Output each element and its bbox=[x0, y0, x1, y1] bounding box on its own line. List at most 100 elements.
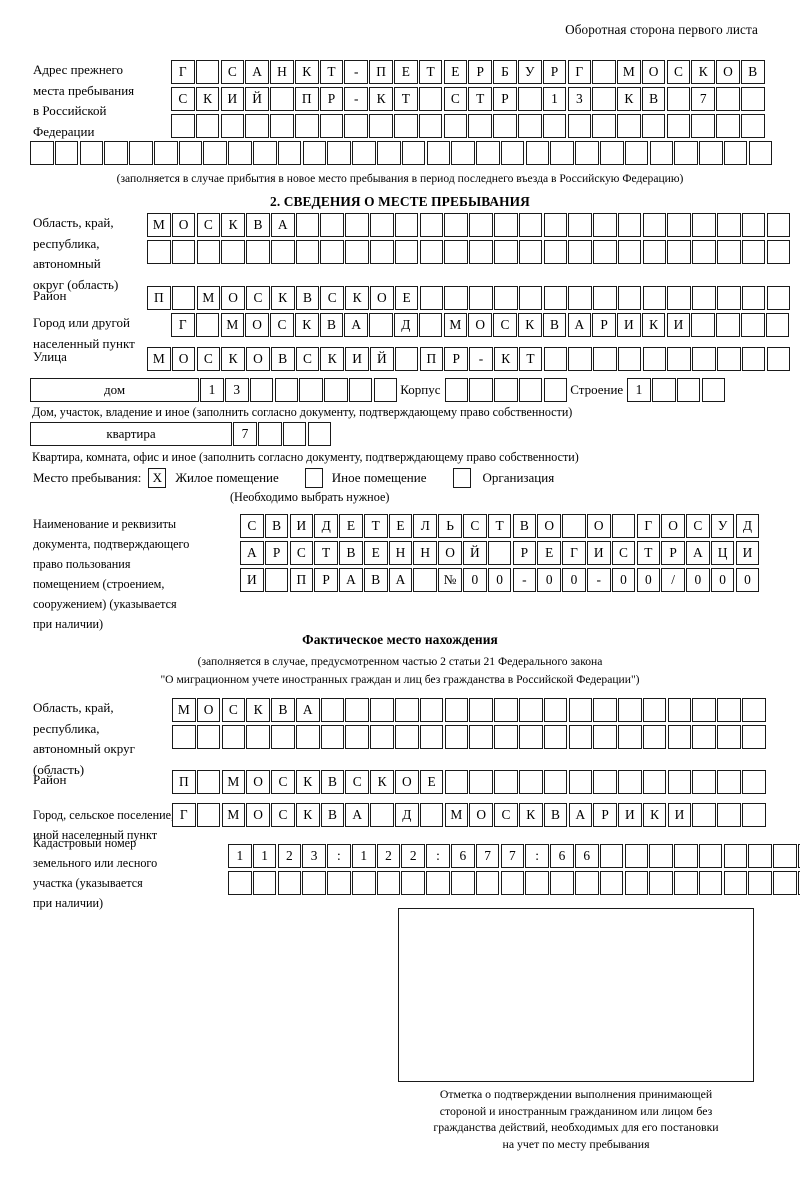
prev-addr-cell-16[interactable] bbox=[542, 114, 567, 138]
flat-cells[interactable]: 7 bbox=[233, 422, 332, 446]
prev-addr-cell-22[interactable]: 7 bbox=[691, 87, 715, 111]
prev-addr-cell-8[interactable] bbox=[344, 114, 369, 138]
district-cell-11[interactable]: Е bbox=[394, 286, 419, 310]
doc-cell-20[interactable]: У bbox=[710, 514, 735, 538]
prev-addr-cell-16[interactable]: Р bbox=[542, 60, 567, 84]
prev-addr-cell-12[interactable]: Е bbox=[443, 60, 468, 84]
prev-addr-cell-4[interactable] bbox=[245, 114, 269, 138]
prev-addr-cell-7[interactable]: Т bbox=[319, 60, 344, 84]
actual-city-cell-19[interactable]: И bbox=[618, 803, 642, 827]
actual-region-cell-17[interactable] bbox=[568, 698, 593, 722]
prev-addr-cell-6[interactable]: П bbox=[294, 87, 319, 111]
region-cell-23[interactable] bbox=[692, 213, 716, 237]
doc-cell-17[interactable]: 0 bbox=[636, 568, 661, 592]
prev-addr-cell-14[interactable]: Р bbox=[493, 87, 517, 111]
doc-cell-7[interactable]: Н bbox=[388, 541, 413, 565]
prev-addr-cell-7[interactable]: Р bbox=[319, 87, 344, 111]
cadastral-cell-16[interactable] bbox=[599, 844, 624, 868]
prev-addr-cell-11[interactable] bbox=[418, 87, 443, 111]
cadastral-cell-10[interactable]: 6 bbox=[451, 844, 475, 868]
house-cell-4[interactable] bbox=[274, 378, 299, 402]
prev-addr-cell-6[interactable] bbox=[294, 114, 319, 138]
doc-cell-20[interactable]: Ц bbox=[710, 541, 735, 565]
prev-addr-cell-1[interactable]: С bbox=[171, 87, 195, 111]
cadastral-cell-19[interactable] bbox=[674, 844, 698, 868]
region-cell-26[interactable] bbox=[766, 240, 791, 264]
actual-region-cell-5[interactable]: В bbox=[271, 698, 295, 722]
cadastral-cell-16[interactable] bbox=[599, 871, 624, 895]
actual-city-cell-2[interactable] bbox=[196, 803, 221, 827]
doc-cell-6[interactable]: В bbox=[363, 568, 388, 592]
prev-addr-cell-20[interactable] bbox=[641, 114, 666, 138]
doc-cell-3[interactable]: С bbox=[289, 541, 314, 565]
prev-addr-cell-14[interactable] bbox=[352, 141, 376, 165]
cadastral-cell-12[interactable] bbox=[500, 871, 525, 895]
district-cell-6[interactable]: К bbox=[270, 286, 295, 310]
city-cell-23[interactable] bbox=[716, 313, 740, 337]
district-cell-17[interactable] bbox=[543, 286, 568, 310]
district-cell-1[interactable]: П bbox=[147, 286, 171, 310]
cadastral-cell-11[interactable]: 7 bbox=[475, 844, 500, 868]
prev-addr-cell-3[interactable]: И bbox=[220, 87, 245, 111]
actual-region-cell-12[interactable] bbox=[444, 698, 469, 722]
flat-cell-2[interactable] bbox=[257, 422, 282, 446]
doc-cell-14[interactable]: Г bbox=[562, 541, 586, 565]
actual-region-cell-24[interactable] bbox=[741, 725, 766, 749]
prev-addr-cell-11[interactable]: Т bbox=[418, 60, 443, 84]
actual-city-cell-24[interactable] bbox=[741, 803, 766, 827]
region-cell-4[interactable]: К bbox=[221, 213, 245, 237]
region-cell-13[interactable] bbox=[444, 213, 468, 237]
city-cell-25[interactable] bbox=[765, 313, 790, 337]
cadastral-cell-13[interactable]: : bbox=[525, 844, 549, 868]
doc-cell-4[interactable]: Р bbox=[314, 568, 338, 592]
korpus-cells[interactable] bbox=[444, 378, 568, 402]
region-cell-9[interactable] bbox=[345, 240, 369, 264]
region-cell-7[interactable] bbox=[295, 213, 320, 237]
actual-region-cell-21[interactable] bbox=[667, 698, 692, 722]
cadastral-cell-24[interactable] bbox=[797, 844, 800, 868]
region-cell-2[interactable] bbox=[171, 240, 196, 264]
actual-region-cell-23[interactable] bbox=[717, 725, 741, 749]
region-cell-20[interactable] bbox=[617, 240, 642, 264]
cadastral-cell-19[interactable] bbox=[674, 871, 698, 895]
cadastral-cell-9[interactable] bbox=[426, 871, 450, 895]
actual-city-cell-12[interactable]: М bbox=[444, 803, 469, 827]
city-cell-9[interactable] bbox=[369, 313, 393, 337]
region-cell-22[interactable] bbox=[667, 213, 691, 237]
actual-city-cell-10[interactable]: Д bbox=[395, 803, 419, 827]
prev-addr-cell-24[interactable]: В bbox=[740, 60, 765, 84]
actual-region-cell-8[interactable] bbox=[345, 725, 370, 749]
prev-addr-cell-1[interactable] bbox=[171, 114, 195, 138]
district-cell-15[interactable] bbox=[493, 286, 518, 310]
prev-addr-cell-16[interactable] bbox=[401, 141, 426, 165]
region-cell-16[interactable] bbox=[518, 213, 543, 237]
actual-district-cell-9[interactable]: К bbox=[370, 770, 394, 794]
cadastral-cell-21[interactable] bbox=[723, 871, 748, 895]
actual-region-cell-19[interactable] bbox=[618, 698, 642, 722]
house-cell-1[interactable]: 1 bbox=[200, 378, 224, 402]
prev-addr-cell-4[interactable] bbox=[104, 141, 128, 165]
prev-addr-cell-5[interactable] bbox=[270, 114, 294, 138]
doc-cell-17[interactable]: Т bbox=[636, 541, 661, 565]
region-cell-17[interactable] bbox=[543, 240, 568, 264]
actual-region-cell-2[interactable]: О bbox=[196, 698, 221, 722]
actual-region-cell-14[interactable] bbox=[494, 725, 518, 749]
region-cell-8[interactable] bbox=[320, 213, 345, 237]
actual-region-cell-20[interactable] bbox=[642, 698, 667, 722]
actual-district-cell-13[interactable] bbox=[469, 770, 493, 794]
prev-addr-cell-2[interactable] bbox=[195, 60, 220, 84]
street-cell-23[interactable] bbox=[692, 347, 716, 371]
actual-region-cell-7[interactable] bbox=[320, 725, 345, 749]
cadastral-cell-20[interactable] bbox=[698, 844, 723, 868]
prev-addr-cell-18[interactable] bbox=[592, 87, 616, 111]
actual-district-cell-17[interactable] bbox=[568, 770, 593, 794]
prev-addr-cell-1[interactable]: Г bbox=[171, 60, 195, 84]
stroenie-cell-3[interactable] bbox=[676, 378, 701, 402]
actual-district-cell-23[interactable] bbox=[717, 770, 741, 794]
doc-cell-12[interactable]: - bbox=[512, 568, 537, 592]
prev-addr-cell-19[interactable]: К bbox=[617, 87, 641, 111]
actual-city-cell-22[interactable] bbox=[692, 803, 716, 827]
